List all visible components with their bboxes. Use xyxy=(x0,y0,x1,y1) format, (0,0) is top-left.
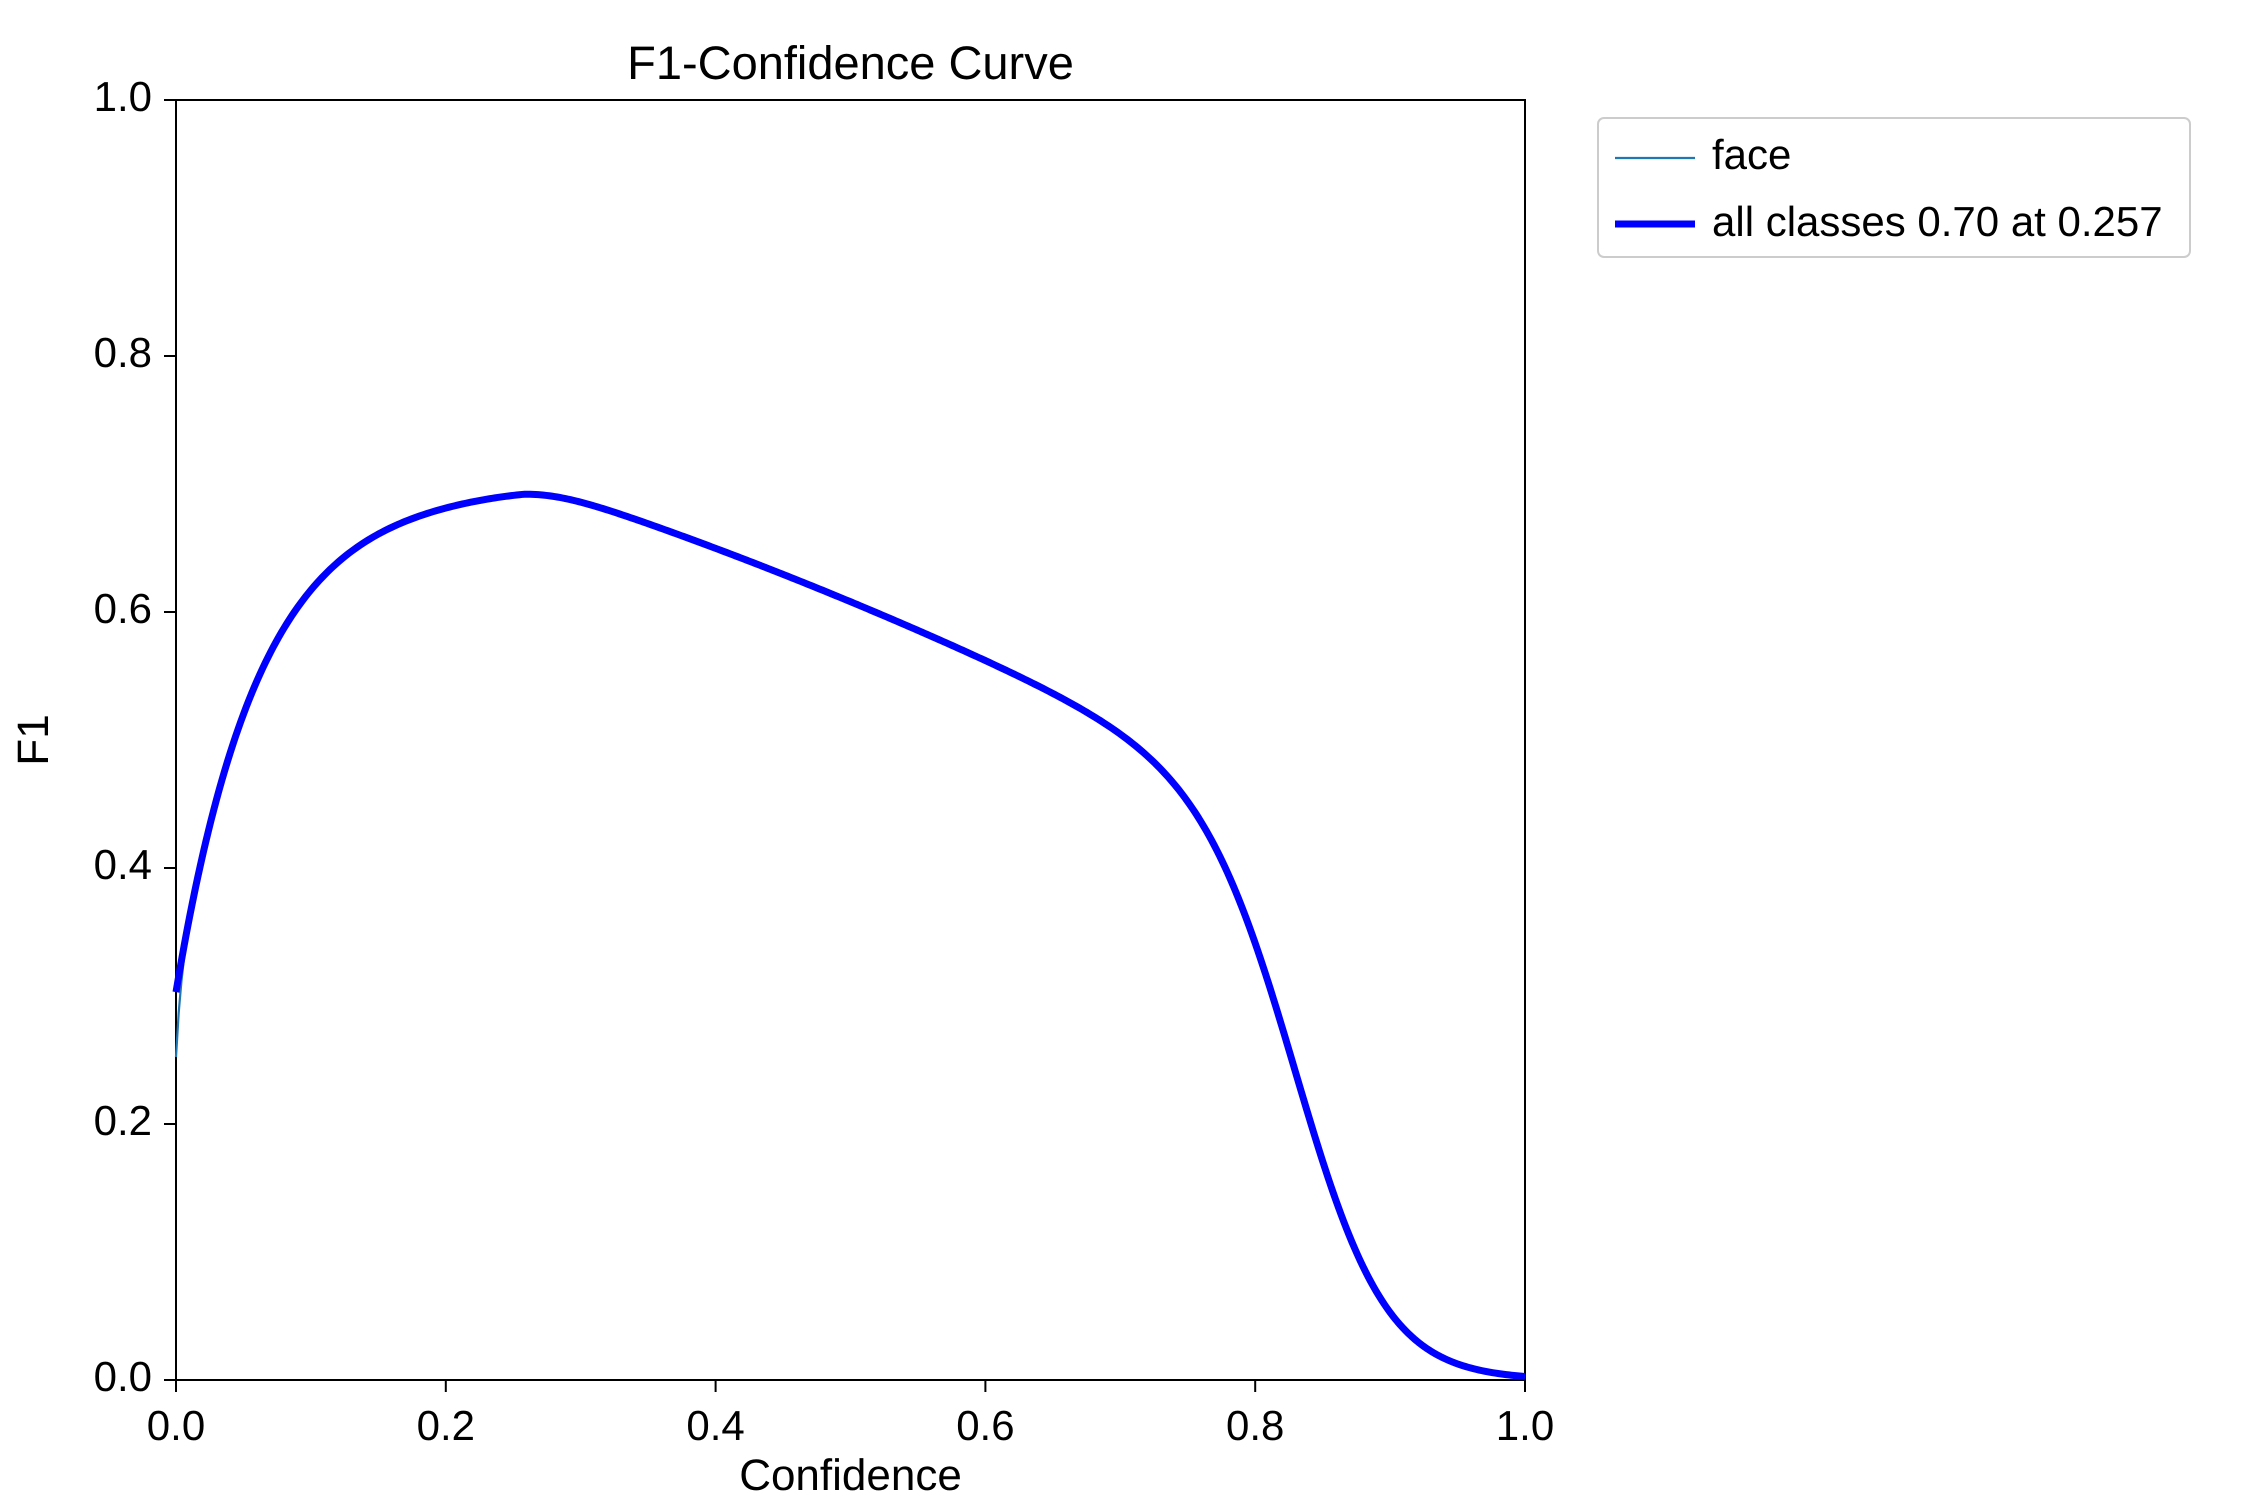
svg-text:0.4: 0.4 xyxy=(686,1402,744,1449)
svg-text:0.2: 0.2 xyxy=(417,1402,475,1449)
svg-text:F1: F1 xyxy=(9,714,58,765)
svg-text:F1-Confidence Curve: F1-Confidence Curve xyxy=(627,36,1074,89)
svg-text:0.8: 0.8 xyxy=(1226,1402,1284,1449)
svg-text:Confidence: Confidence xyxy=(739,1451,962,1500)
svg-text:0.0: 0.0 xyxy=(147,1402,205,1449)
svg-text:0.0: 0.0 xyxy=(94,1353,152,1400)
svg-text:1.0: 1.0 xyxy=(94,73,152,120)
svg-text:1.0: 1.0 xyxy=(1496,1402,1554,1449)
svg-text:0.8: 0.8 xyxy=(94,329,152,376)
svg-text:0.6: 0.6 xyxy=(956,1402,1014,1449)
svg-text:0.4: 0.4 xyxy=(94,841,152,888)
svg-text:all classes 0.70 at 0.257: all classes 0.70 at 0.257 xyxy=(1712,198,2163,245)
svg-text:face: face xyxy=(1712,131,1791,178)
svg-text:0.6: 0.6 xyxy=(94,585,152,632)
svg-text:0.2: 0.2 xyxy=(94,1097,152,1144)
